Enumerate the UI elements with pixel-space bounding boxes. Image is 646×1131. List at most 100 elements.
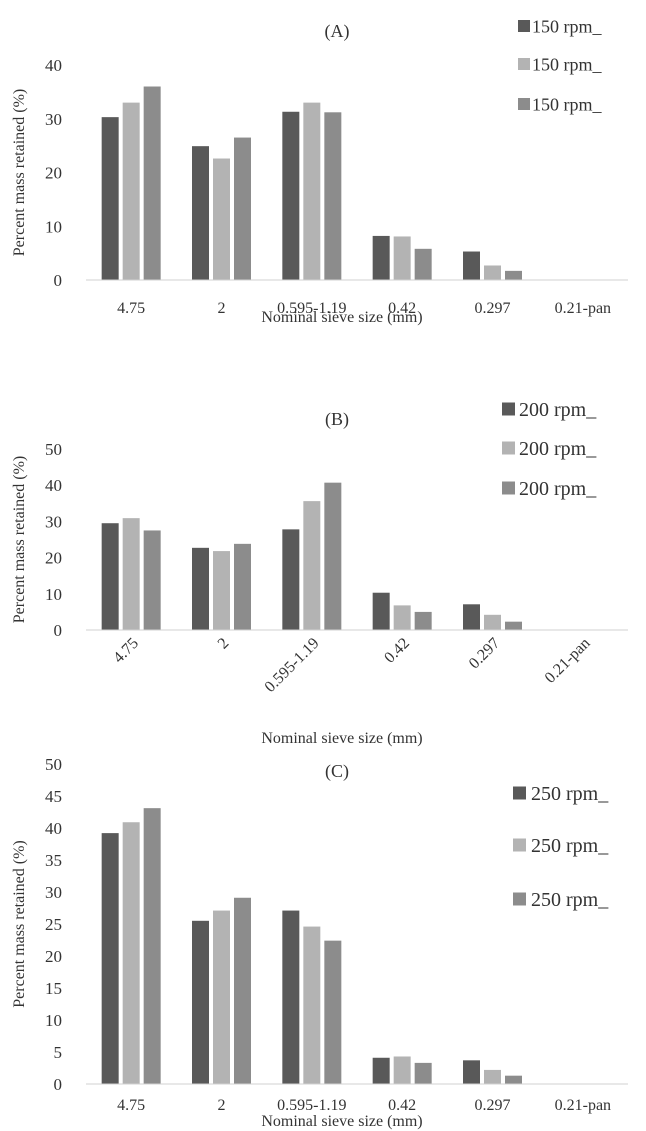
y-tick-label: 20 [45,549,62,568]
legend-swatch [518,98,530,110]
y-tick-label: 50 [45,755,62,774]
y-tick-label: 25 [45,915,62,934]
bar-2-4-75 [122,822,140,1084]
bar-2-0-297 [484,265,501,280]
bar-3-0-595-1-19 [324,482,342,630]
y-tick-label: 50 [45,440,62,459]
bar-1-4-75 [101,117,119,280]
bar-3-0-595-1-19 [324,112,342,280]
y-tick-label: 20 [45,947,62,966]
bar-2-4-75 [122,518,140,630]
y-axis-label: Percent mass retained (%) [11,840,28,1007]
x-tick-label: 4.75 [117,1097,145,1114]
bar-3-4-75 [143,808,161,1084]
legend-swatch [513,838,526,852]
bar-1-0-595-1-19 [282,910,300,1084]
bar-2-0-297 [484,614,501,630]
bar-2-0-42 [393,605,411,630]
bar-3-0-42 [414,611,432,630]
bar-3-0-297 [505,1075,522,1084]
x-axis-label: Nominal sieve size (mm) [261,730,422,747]
x-tick-label: 0.42 [381,635,413,667]
bar-1-0-42 [372,235,390,280]
y-axis-label: Percent mass retained (%) [11,456,28,623]
x-tick-label: 0.21-pan [555,1097,611,1114]
legend-swatch [502,441,515,455]
chart-b: (B) Percent mass retained (%) 0 10 20 30 40 50 4… [11,399,628,747]
y-axis-label: Percent mass retained (%) [11,89,28,256]
bar-1-0-297 [463,251,480,280]
legend-swatch [513,786,526,800]
bar-1-0-42 [372,592,390,630]
legend-label: 200 rpm_ [519,438,597,460]
bar-3-4-75 [143,86,161,280]
y-tick-label: 30 [45,512,62,531]
legend-swatch [518,58,530,70]
bar-3-0-595-1-19 [324,940,342,1084]
x-tick-label: 0.595-1.19 [277,300,346,317]
bar-1-0-297 [463,1060,480,1084]
y-tick-label: 30 [45,883,62,902]
y-tick-label: 10 [45,217,62,236]
legend-label: 250 rpm_ [531,783,609,805]
chart-a: (A) Percent mass retained (%) 0 10 20 30 40 4.7… [11,16,628,326]
y-tick-label: 0 [54,271,63,290]
y-tick-label: 15 [45,979,62,998]
bar-1-4-75 [101,523,119,630]
y-tick-label: 30 [45,110,62,129]
bar-1-2 [192,920,209,1084]
x-tick-label: 4.75 [117,300,145,317]
bar-3-2 [234,897,251,1084]
bar-1-0-42 [372,1057,390,1084]
x-tick-label: 4.75 [110,635,142,667]
y-tick-label: 10 [45,585,62,604]
bar-3-0-42 [414,248,432,280]
bar-3-0-42 [414,1062,432,1084]
legend-label: 150 rpm_ [532,16,602,36]
y-tick-label: 35 [45,851,62,870]
legend-swatch [502,481,515,495]
legend-label: 250 rpm_ [531,835,609,857]
bar-2-0-297 [484,1069,501,1084]
legend-label: 200 rpm_ [519,399,597,421]
x-axis-label: Nominal sieve size (mm) [261,309,422,326]
bar-1-0-595-1-19 [282,111,300,280]
x-tick-label: 0.42 [388,1097,416,1114]
x-tick-label: 0.21-pan [542,635,594,687]
legend-label: 150 rpm_ [532,94,602,114]
bar-3-2 [234,137,251,280]
legend-swatch [513,892,526,906]
bar-1-4-75 [101,833,119,1084]
legend-label: 200 rpm_ [519,478,597,500]
legend-label: 150 rpm_ [532,54,602,74]
bar-2-0-595-1-19 [303,501,321,630]
bar-2-0-42 [393,1056,411,1084]
x-axis-label: Nominal sieve size (mm) [261,1113,422,1130]
y-tick-label: 0 [54,1075,63,1094]
x-tick-label: 0.595-1.19 [262,635,323,696]
x-tick-label: 2 [218,1097,226,1114]
bar-3-2 [234,543,251,630]
x-tick-label: 0.42 [388,300,416,317]
bar-3-4-75 [143,530,161,630]
y-tick-label: 40 [45,819,62,838]
bar-2-2 [213,910,230,1084]
bar-1-2 [192,547,209,630]
y-tick-label: 5 [54,1043,63,1062]
bar-2-0-595-1-19 [303,926,321,1084]
chart-title: (A) [325,21,350,42]
x-tick-label: 0.595-1.19 [277,1097,346,1114]
x-tick-label: 0.297 [475,300,511,317]
y-tick-label: 45 [45,787,62,806]
chart-c: (C) Percent mass retained (%) 0 5 10 15 20 25 30… [11,755,628,1130]
y-tick-label: 40 [45,476,62,495]
bar-1-0-595-1-19 [282,529,300,630]
x-tick-label: 0.297 [475,1097,511,1114]
legend-swatch [502,402,515,416]
bar-2-0-42 [393,236,411,280]
x-tick-label: 0.297 [466,635,503,672]
bar-3-0-297 [505,621,522,630]
bar-1-0-297 [463,604,480,630]
bar-3-0-297 [505,270,522,280]
